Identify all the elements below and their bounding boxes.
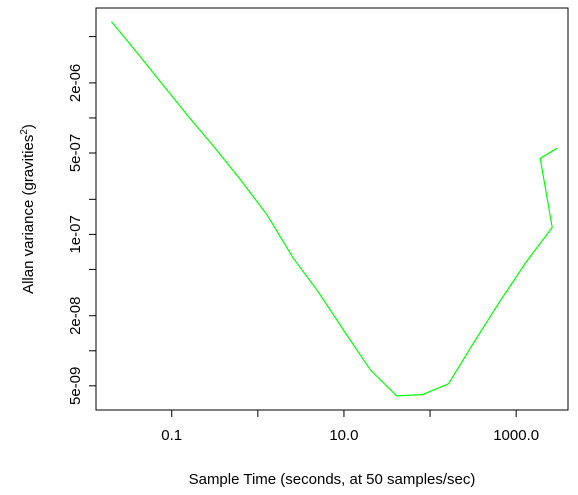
y-tick-label: 2e-06: [67, 64, 84, 102]
y-tick-label: 5e-09: [67, 367, 84, 405]
x-axis: 0.1 10.0 1000.0: [161, 410, 539, 444]
plot-frame: [95, 7, 569, 411]
y-axis-title: Allan variance (gravities2): [19, 124, 37, 294]
y-tick-label: 5e-07: [67, 134, 84, 172]
y-axis: 2e-06 5e-07 1e-07 2e-08 5e-09: [67, 36, 96, 405]
y-axis-title-suffix: ): [20, 124, 37, 129]
x-tick-label: 1000.0: [493, 427, 539, 444]
y-axis-title-superscript: 2: [19, 129, 30, 135]
x-tick-label: 10.0: [329, 427, 358, 444]
series-line: [111, 21, 558, 397]
x-axis-title: Sample Time (seconds, at 50 samples/sec): [189, 471, 476, 488]
y-tick-label: 1e-07: [67, 215, 84, 253]
y-axis-title-main: Allan variance (gravities: [20, 135, 37, 294]
x-tick-label: 0.1: [161, 427, 182, 444]
y-tick-label: 2e-08: [67, 297, 84, 335]
